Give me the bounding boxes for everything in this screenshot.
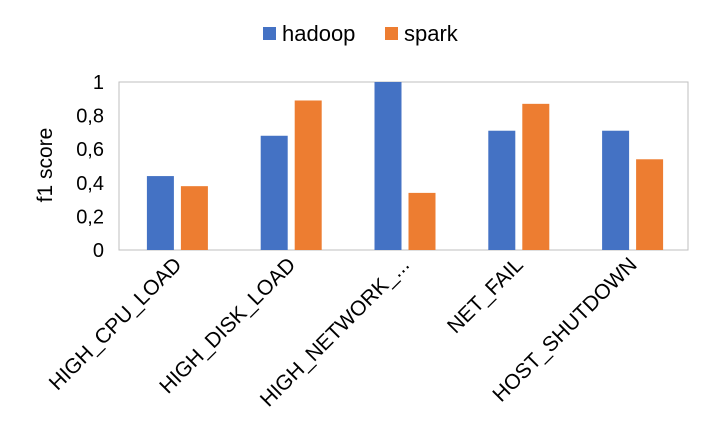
bar-hadoop-3	[488, 130, 516, 250]
y-tick-label: 0	[93, 240, 104, 262]
y-axis-ticks: 0 0,2 0,4 0,6 0,8 1	[76, 72, 104, 262]
bars	[146, 82, 664, 250]
legend-swatch-hadoop	[263, 27, 276, 40]
x-axis-labels: HIGH_CPU_LOADHIGH_DISK_LOADHIGH_NETWORK_…	[45, 253, 642, 411]
y-tick-label: 0,6	[76, 139, 104, 161]
y-tick-label: 0,2	[76, 206, 104, 228]
legend-label-spark: spark	[404, 21, 459, 46]
y-tick-label: 0,4	[76, 173, 104, 195]
bar-spark-3	[522, 103, 550, 250]
bar-hadoop-2	[374, 82, 402, 250]
bar-spark-1	[294, 100, 322, 250]
y-tick-label: 1	[93, 72, 104, 94]
bar-hadoop-4	[602, 130, 630, 250]
bar-hadoop-0	[146, 176, 174, 250]
bar-spark-4	[636, 159, 664, 250]
bar-spark-0	[180, 186, 208, 250]
category-label: NET_FAIL	[443, 253, 528, 338]
bar-spark-2	[408, 192, 436, 250]
legend: hadoop spark	[263, 21, 459, 46]
bar-hadoop-1	[260, 135, 288, 250]
y-tick-label: 0,8	[76, 106, 104, 128]
legend-swatch-spark	[385, 27, 398, 40]
plot-area-frame	[118, 81, 689, 251]
legend-label-hadoop: hadoop	[282, 21, 355, 46]
y-axis-title: f1 score	[34, 128, 57, 203]
